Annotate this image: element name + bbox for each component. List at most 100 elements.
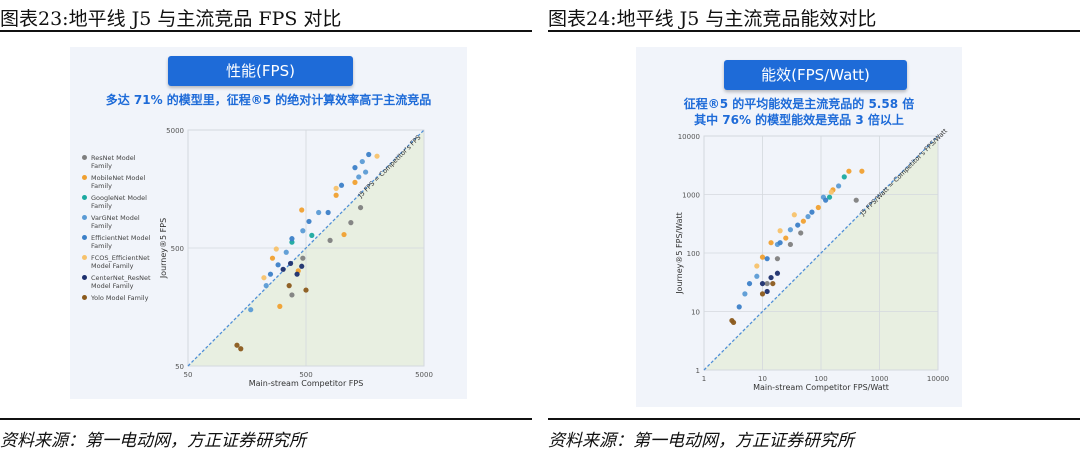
data-point bbox=[764, 288, 770, 295]
legend-swatch-centernet bbox=[82, 275, 87, 280]
data-point bbox=[267, 271, 274, 277]
data-point bbox=[356, 174, 362, 180]
legend-label: EfficientNet Model Family bbox=[91, 234, 151, 250]
data-point bbox=[815, 204, 821, 211]
x-tick-label: 5000 bbox=[415, 371, 433, 379]
data-point bbox=[234, 342, 240, 348]
data-point bbox=[768, 274, 774, 281]
x-tick-label: 10 bbox=[758, 375, 767, 383]
legend-item-mobilenet: MobileNet Model Family bbox=[82, 174, 153, 190]
data-point bbox=[774, 270, 781, 276]
data-point bbox=[809, 209, 815, 215]
figure-1-source: 资料来源：第一电动网，方正证券研究所 bbox=[0, 431, 306, 451]
legend-label: MobileNet Model Family bbox=[91, 174, 146, 190]
data-point bbox=[303, 287, 309, 293]
data-point bbox=[823, 197, 829, 203]
data-point bbox=[316, 209, 322, 216]
data-point bbox=[338, 182, 345, 188]
data-point bbox=[783, 235, 789, 241]
legend-swatch-vargnet bbox=[82, 215, 87, 220]
legend-swatch-googlenet bbox=[82, 195, 87, 200]
data-point bbox=[269, 255, 276, 261]
data-point bbox=[280, 266, 286, 272]
figure-2-subtitle-line-1: 征程®5 的平均能效是主流竞品的 5.58 倍 bbox=[683, 97, 915, 111]
data-point bbox=[746, 280, 753, 287]
x-tick-label: 500 bbox=[299, 371, 312, 379]
data-point bbox=[764, 280, 770, 287]
x-tick-label: 50 bbox=[184, 371, 193, 379]
data-point bbox=[300, 255, 306, 261]
data-point bbox=[787, 227, 794, 233]
legend-item-googlenet: GoogleNet Model Family bbox=[82, 194, 153, 210]
data-point bbox=[325, 209, 331, 216]
data-point bbox=[846, 168, 852, 174]
data-point bbox=[289, 292, 295, 298]
figure-2-bottom-rule bbox=[548, 418, 1080, 420]
data-point bbox=[374, 153, 380, 159]
figure-2-subtitle-line-2: 其中 76% 的模型能效是竞品 3 倍以上 bbox=[694, 113, 904, 127]
data-point bbox=[759, 291, 766, 297]
x-tick-label: 100 bbox=[814, 375, 827, 383]
data-point bbox=[805, 213, 811, 220]
legend-label: ResNet Model Family bbox=[91, 154, 136, 170]
reference-diagonal-line bbox=[703, 135, 939, 371]
data-point bbox=[294, 271, 300, 277]
data-point bbox=[754, 263, 760, 269]
y-tick-label: 10 bbox=[691, 309, 700, 317]
data-point bbox=[366, 151, 372, 158]
data-point bbox=[826, 194, 833, 200]
figure-2-source: 资料来源：第一电动网，方正证券研究所 bbox=[548, 431, 854, 451]
figure-1-title: 图表23:地平线 J5 与主流竞品 FPS 对比 bbox=[0, 8, 342, 30]
legend-swatch-fcos bbox=[82, 255, 87, 260]
legend-label: VarGNet Model Family bbox=[91, 214, 140, 230]
data-point bbox=[277, 303, 283, 309]
legend-label: GoogleNet Model Family bbox=[91, 194, 147, 210]
data-point bbox=[300, 228, 306, 234]
data-point bbox=[841, 174, 847, 180]
data-point bbox=[800, 218, 806, 224]
y-axis-label: Journey®5 FPS bbox=[159, 218, 168, 279]
data-point bbox=[764, 256, 770, 262]
y-tick-label: 5000 bbox=[166, 127, 184, 135]
legend-item-vargnet: VarGNet Model Family bbox=[82, 214, 153, 230]
reference-diagonal-line bbox=[187, 129, 425, 367]
figure-1-panel-title: 性能(FPS) bbox=[168, 56, 353, 86]
x-axis-label: Main-stream Competitor FPS bbox=[249, 379, 364, 388]
data-point bbox=[363, 169, 369, 175]
data-point bbox=[736, 304, 742, 310]
legend-label: Yolo Model Family bbox=[91, 294, 149, 302]
data-point bbox=[261, 275, 267, 281]
data-point bbox=[289, 236, 295, 242]
legend-label: CenterNet_ResNet Model Family bbox=[91, 274, 151, 290]
legend-label: FCOS_EfficientNet Model Family bbox=[91, 254, 150, 270]
data-point bbox=[828, 189, 834, 195]
x-tick-label: 1 bbox=[702, 375, 706, 383]
data-point bbox=[754, 273, 760, 279]
data-point bbox=[341, 231, 347, 238]
data-point bbox=[263, 283, 269, 289]
data-point bbox=[283, 249, 289, 255]
legend-swatch-mobilenet bbox=[82, 175, 87, 180]
data-point bbox=[768, 240, 774, 246]
legend-swatch-yolo bbox=[82, 295, 87, 300]
y-tick-label: 1 bbox=[696, 367, 700, 375]
data-point bbox=[352, 165, 358, 171]
y-tick-label: 10000 bbox=[678, 133, 700, 141]
data-point bbox=[299, 207, 305, 213]
figure-1-subtitle: 多达 71% 的模型里，征程®5 的绝对计算效率高于主流竞品 bbox=[105, 93, 432, 107]
data-point bbox=[275, 262, 281, 268]
y-tick-label: 50 bbox=[175, 363, 184, 371]
x-tick-label: 10000 bbox=[927, 375, 949, 383]
data-point bbox=[238, 346, 244, 352]
figure-1-bottom-rule bbox=[0, 418, 532, 420]
data-point bbox=[327, 237, 333, 243]
legend-item-yolo: Yolo Model Family bbox=[82, 294, 153, 302]
y-tick-label: 1000 bbox=[682, 192, 700, 200]
y-tick-label: 500 bbox=[171, 245, 184, 253]
data-point bbox=[309, 232, 315, 238]
legend-item-centernet: CenterNet_ResNet Model Family bbox=[82, 274, 153, 290]
data-point bbox=[248, 307, 254, 313]
data-point bbox=[798, 230, 804, 236]
legend-item-resnet: ResNet Model Family bbox=[82, 154, 153, 170]
